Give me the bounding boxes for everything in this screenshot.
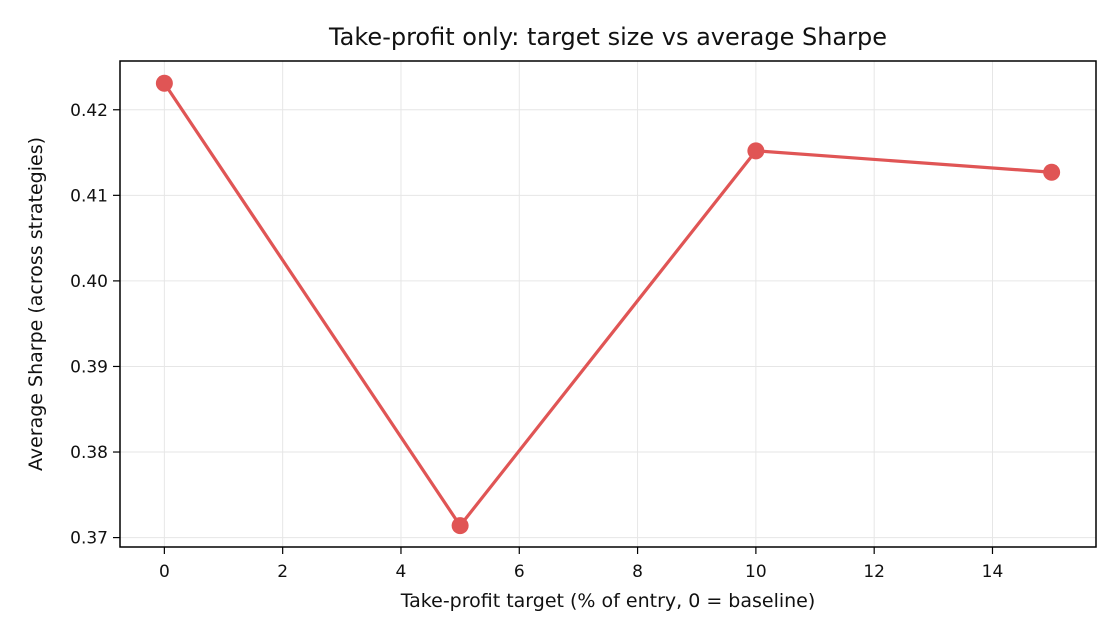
x-axis-ticks: 0 2 4 6 8 10 12 14 — [159, 547, 1003, 582]
grid-layer — [120, 61, 1096, 547]
x-axis-label: Take-profit target (% of entry, 0 = base… — [400, 590, 816, 612]
x-tick-label: 6 — [514, 562, 525, 582]
x-tick-label: 8 — [632, 562, 643, 582]
plot-frame — [119, 60, 1097, 548]
y-tick-label: 0.42 — [70, 101, 108, 121]
data-point — [747, 142, 765, 160]
y-tick-label: 0.38 — [70, 443, 108, 463]
series-layer — [155, 74, 1061, 535]
data-point — [155, 74, 173, 92]
y-axis-ticks: 0.37 0.38 0.39 0.40 0.41 0.42 — [70, 101, 120, 549]
x-tick-label: 0 — [159, 562, 170, 582]
x-tick-label: 14 — [982, 562, 1004, 582]
y-tick-label: 0.40 — [70, 272, 108, 292]
chart-title: Take-profit only: target size vs average… — [328, 23, 887, 51]
series-line — [163, 82, 1052, 528]
y-tick-label: 0.39 — [70, 357, 108, 377]
y-axis-label: Average Sharpe (across strategies) — [25, 137, 47, 471]
y-tick-label: 0.37 — [70, 529, 108, 549]
y-tick-label: 0.41 — [70, 186, 108, 206]
data-point — [1043, 163, 1061, 181]
data-point — [451, 517, 469, 535]
x-tick-label: 10 — [745, 562, 767, 582]
x-tick-label: 2 — [277, 562, 288, 582]
x-tick-label: 12 — [863, 562, 885, 582]
x-tick-label: 4 — [396, 562, 407, 582]
